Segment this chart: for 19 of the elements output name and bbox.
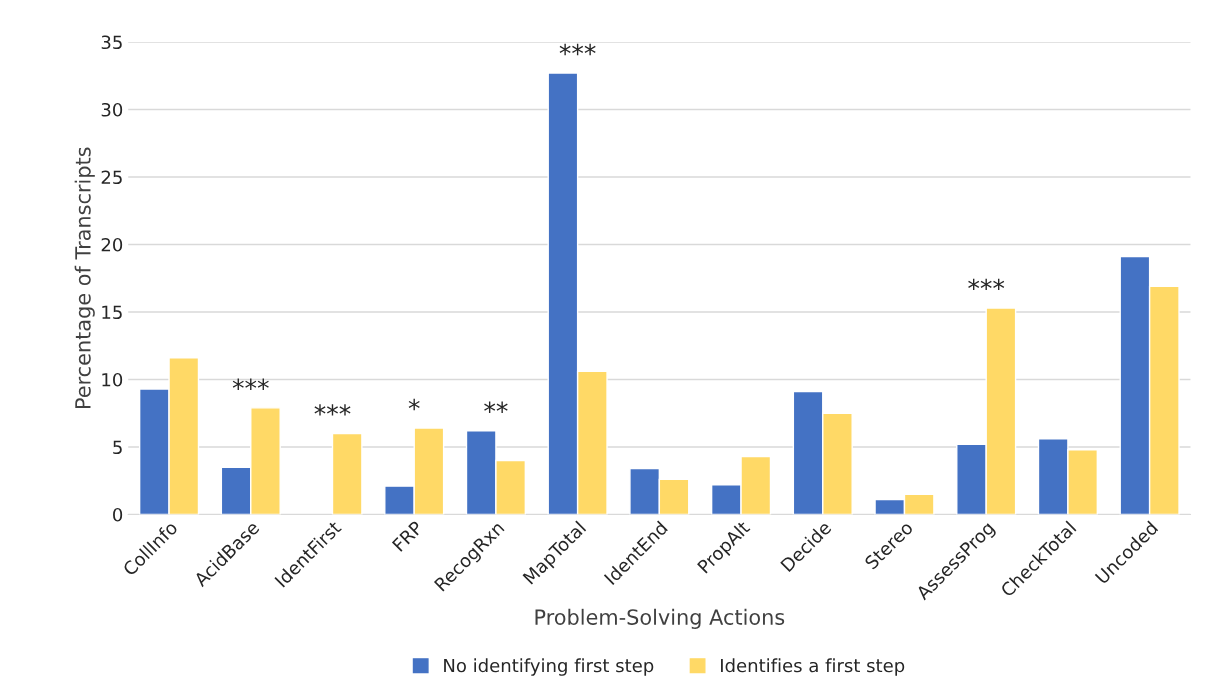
y-tick-label: 0 <box>113 507 123 522</box>
y-tick-label: 30 <box>101 102 123 117</box>
annotation: ** <box>484 401 508 413</box>
bar <box>331 432 363 515</box>
y-tick-label: 5 <box>113 440 122 455</box>
annotation: *** <box>232 378 269 390</box>
annotation: * <box>408 398 420 411</box>
y-tick-label: 20 <box>101 237 123 252</box>
annotation: *** <box>314 404 351 416</box>
y-tick-label: 15 <box>102 305 122 320</box>
y-tick-label: 25 <box>101 170 122 185</box>
y-tick-label: 10 <box>102 372 123 387</box>
legend-label: Identifies a first step <box>721 658 905 676</box>
legend-label: No identifying first step <box>444 658 654 676</box>
y-tick-label: 35 <box>101 35 122 50</box>
y-axis-title: Percentage of Transcripts <box>74 147 95 408</box>
x-axis-title: Problem-Solving Actions <box>535 608 785 629</box>
annotation: *** <box>968 278 1005 291</box>
annotation: *** <box>559 43 596 56</box>
